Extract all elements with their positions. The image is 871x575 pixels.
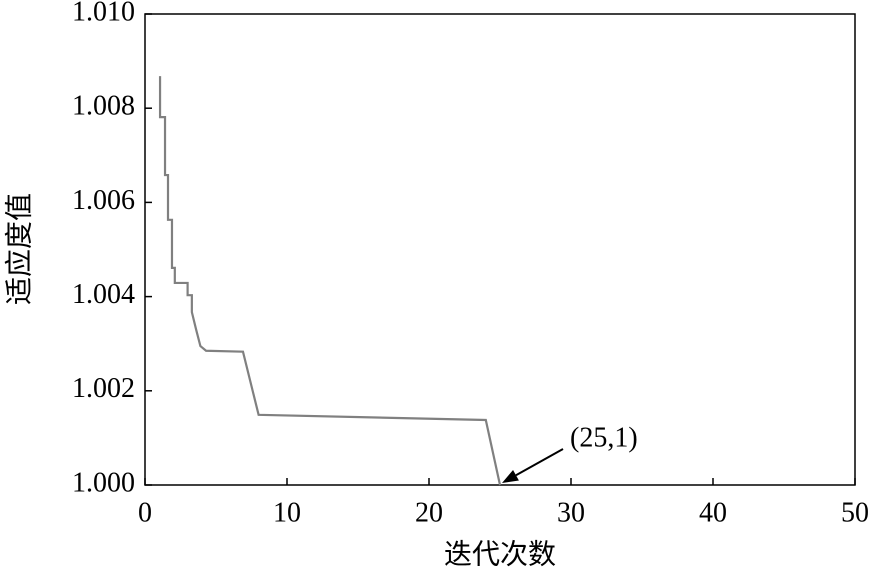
x-tick-label: 50 <box>841 497 869 528</box>
annotation-arrow <box>515 448 564 477</box>
y-axis-label: 适应度值 <box>3 193 35 305</box>
y-tick-label: 1.004 <box>72 279 135 310</box>
y-tick-label: 1.006 <box>72 185 135 216</box>
x-tick-label: 20 <box>415 497 443 528</box>
x-axis-label: 迭代次数 <box>444 538 556 570</box>
annotation-arrow-head <box>502 469 519 483</box>
y-tick-label: 1.000 <box>72 467 135 498</box>
x-tick-label: 10 <box>273 497 301 528</box>
annotation: (25,1) <box>570 422 638 453</box>
data-line <box>158 76 502 486</box>
y-tick-label: 1.002 <box>72 373 135 404</box>
y-tick-label: 1.010 <box>72 0 135 27</box>
x-tick-label: 30 <box>557 497 585 528</box>
x-tick-label: 0 <box>138 497 152 528</box>
y-tick-label: 1.008 <box>72 91 135 122</box>
x-tick-label: 40 <box>699 497 727 528</box>
plot-frame <box>144 13 856 486</box>
